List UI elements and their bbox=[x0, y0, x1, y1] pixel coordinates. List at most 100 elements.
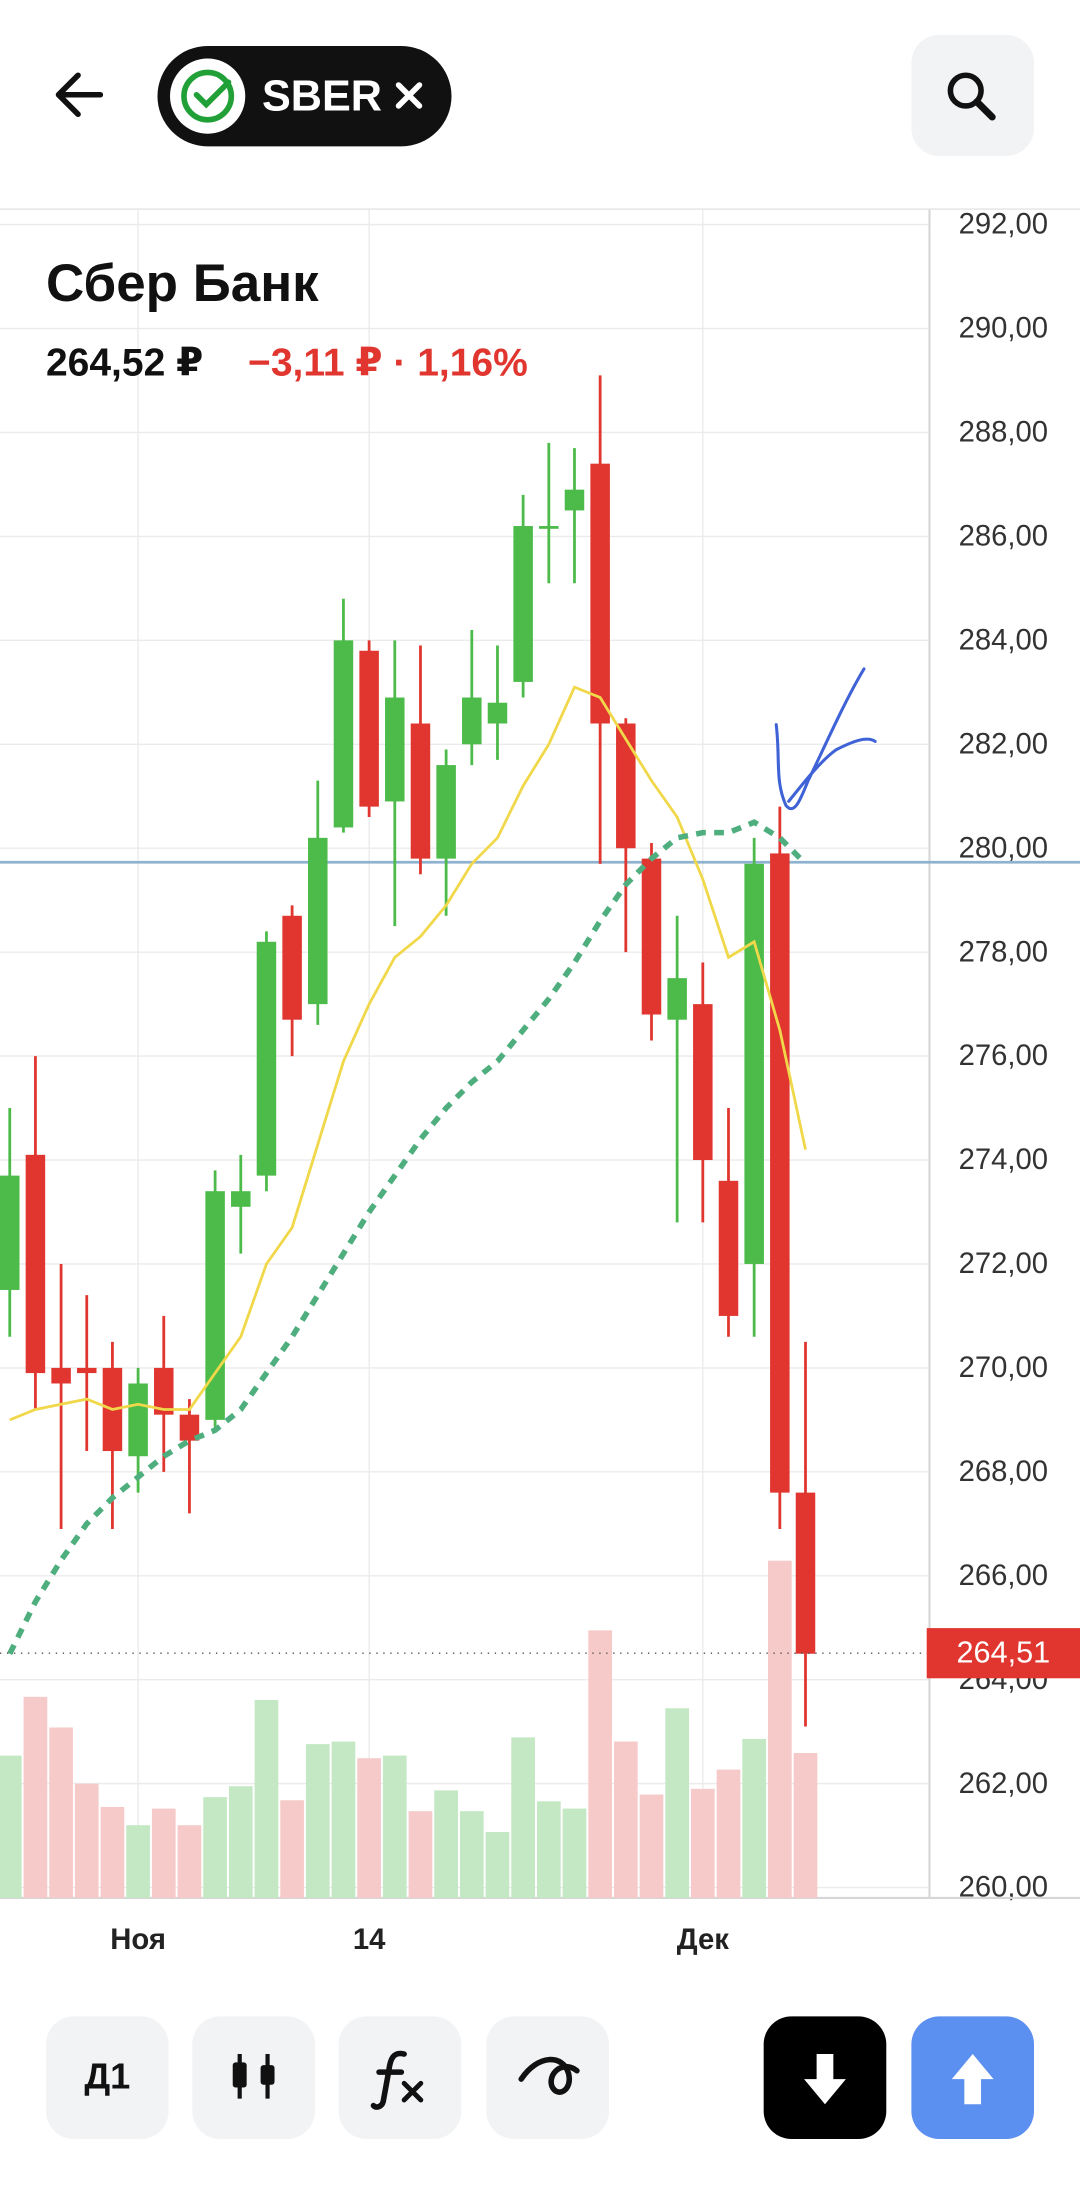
moving-average bbox=[7, 819, 808, 1655]
last-price-label: 264,51 bbox=[956, 1636, 1050, 1670]
volume-bar bbox=[203, 1797, 227, 1898]
volume-bar bbox=[716, 1769, 741, 1898]
volume-bar bbox=[280, 1800, 304, 1898]
volume-bar bbox=[305, 1744, 330, 1898]
volume-bar bbox=[0, 1755, 22, 1898]
chip-close[interactable] bbox=[395, 82, 423, 109]
price: 264,52 ₽ bbox=[46, 341, 203, 384]
back-button[interactable] bbox=[55, 72, 104, 118]
y-tick-label: 272,00 bbox=[959, 1248, 1048, 1280]
y-tick-label: 290,00 bbox=[959, 313, 1048, 345]
button-background bbox=[45, 2016, 169, 2140]
candle-body bbox=[513, 526, 533, 682]
search-button[interactable] bbox=[911, 34, 1035, 157]
x-tick-label: Ноя bbox=[110, 1924, 166, 1956]
drawing-button[interactable] bbox=[486, 2016, 609, 2140]
candle-body bbox=[667, 978, 687, 1020]
chart-title: Сбер Банк bbox=[46, 254, 319, 313]
y-tick-label: 282,00 bbox=[959, 728, 1048, 760]
buy-button[interactable] bbox=[911, 2016, 1035, 2140]
volume-bar bbox=[357, 1758, 381, 1898]
logo-ring bbox=[181, 69, 235, 123]
volume-bar bbox=[742, 1738, 767, 1898]
candle-body bbox=[718, 1180, 739, 1316]
candle-body bbox=[436, 765, 456, 859]
moving-average bbox=[9, 685, 807, 1422]
ticker-chip[interactable]: SBER bbox=[157, 45, 452, 147]
candle-body bbox=[0, 1175, 20, 1290]
candle-body bbox=[77, 1367, 97, 1374]
volume-bar bbox=[151, 1808, 176, 1898]
candle-body bbox=[128, 1383, 148, 1457]
candle-body bbox=[590, 463, 610, 724]
candle-body bbox=[616, 723, 636, 849]
volume-bar bbox=[485, 1831, 510, 1898]
interval: Д1 bbox=[84, 2056, 130, 2097]
candle-body bbox=[179, 1414, 200, 1441]
volume-bar bbox=[434, 1790, 458, 1898]
indicators-button[interactable] bbox=[338, 2016, 462, 2140]
candle-body bbox=[487, 702, 508, 724]
logo-check bbox=[193, 79, 232, 109]
y-tick-label: 286,00 bbox=[959, 521, 1048, 553]
draw-icon bbox=[518, 2056, 580, 2095]
volume-bar bbox=[74, 1783, 99, 1898]
volume-bar bbox=[459, 1811, 484, 1898]
annotation bbox=[774, 667, 877, 811]
volume-bar bbox=[511, 1737, 535, 1898]
candle-body bbox=[359, 650, 379, 807]
volume-bar bbox=[177, 1825, 202, 1898]
x-tick-label: 14 bbox=[353, 1924, 386, 1956]
y-tick-label: 276,00 bbox=[959, 1040, 1048, 1072]
sell-button[interactable] bbox=[763, 2016, 887, 2140]
volume-bar bbox=[100, 1807, 125, 1898]
candle-icon bbox=[232, 2062, 247, 2088]
volume-bar bbox=[665, 1708, 689, 1898]
candle-body bbox=[795, 1492, 816, 1654]
candle-icon bbox=[260, 2065, 275, 2085]
search-icon bbox=[947, 72, 984, 109]
x-tick-label: Дек bbox=[677, 1924, 729, 1956]
y-tick-label: 262,00 bbox=[959, 1768, 1048, 1800]
candle-body bbox=[462, 697, 482, 745]
volume-bar bbox=[793, 1752, 818, 1898]
y-tick-label: 284,00 bbox=[959, 624, 1048, 656]
volume-bar bbox=[690, 1788, 715, 1898]
interval-button[interactable]: Д1 bbox=[45, 2016, 169, 2140]
candle-body bbox=[410, 723, 431, 859]
back-arrow bbox=[55, 72, 104, 118]
logo-background bbox=[170, 58, 246, 134]
volume-bar bbox=[562, 1808, 587, 1898]
candle-body bbox=[333, 640, 354, 828]
volume-bar bbox=[382, 1755, 407, 1898]
y-tick-label: 274,00 bbox=[959, 1144, 1048, 1176]
toolbar: Д1 bbox=[45, 2016, 1035, 2140]
search-icon-handle bbox=[973, 98, 996, 121]
button-background bbox=[338, 2016, 462, 2140]
volume-bar bbox=[23, 1696, 48, 1898]
chart-type-button[interactable] bbox=[192, 2016, 315, 2140]
last-price-badge bbox=[926, 1628, 1080, 1679]
down-arrow bbox=[804, 2054, 846, 2105]
volume-bar bbox=[588, 1630, 612, 1898]
candle-body bbox=[564, 489, 585, 511]
volume-bar bbox=[228, 1786, 253, 1898]
candle-body bbox=[282, 915, 302, 1020]
candle-body bbox=[770, 853, 790, 1493]
y-tick-label: 266,00 bbox=[959, 1560, 1048, 1592]
y-tick-label: 270,00 bbox=[959, 1352, 1048, 1384]
volume-bar bbox=[613, 1741, 638, 1898]
candle-body bbox=[231, 1191, 251, 1207]
search-background bbox=[911, 34, 1035, 157]
volume-bar bbox=[639, 1794, 664, 1898]
candle-body bbox=[641, 858, 662, 1015]
volume-bar bbox=[767, 1560, 792, 1898]
candle-body bbox=[51, 1367, 71, 1384]
volume-bar bbox=[49, 1727, 73, 1898]
candle-body bbox=[385, 697, 405, 802]
y-tick-label: 288,00 bbox=[959, 417, 1048, 449]
fx-icon bbox=[401, 2080, 424, 2103]
fx-icon bbox=[370, 2050, 407, 2110]
